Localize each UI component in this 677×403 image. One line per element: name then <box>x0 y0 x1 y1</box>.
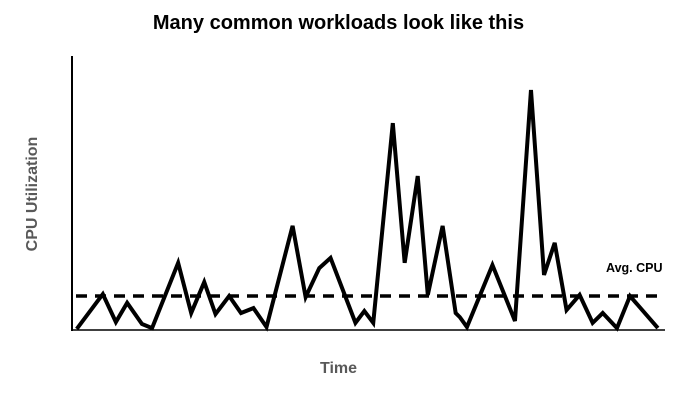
cpu-utilization-series <box>75 89 660 332</box>
series-layer <box>75 89 662 332</box>
y-axis-label: CPU Utilization <box>24 136 41 252</box>
avg-cpu-annotation: Avg. CPU <box>606 261 663 275</box>
x-axis-label: Time <box>319 360 358 377</box>
chart-title: Many common workloads look like this <box>152 12 525 34</box>
